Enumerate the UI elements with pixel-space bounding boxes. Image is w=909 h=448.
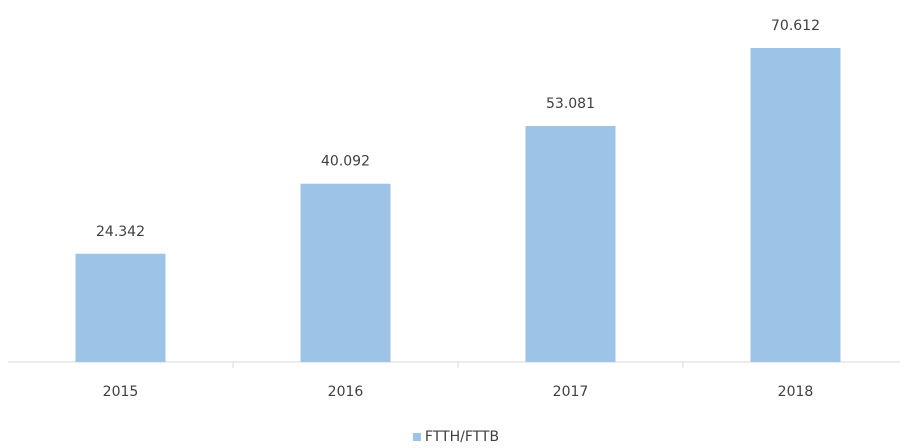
legend-swatch	[412, 433, 421, 441]
data-label: 53.081	[546, 96, 595, 112]
x-tick-label: 2017	[553, 384, 589, 400]
x-tick-label: 2018	[778, 384, 814, 400]
data-label: 40.092	[321, 154, 370, 170]
bar	[525, 125, 616, 362]
bar	[300, 183, 391, 362]
bar	[75, 253, 166, 362]
x-tick-label: 2016	[328, 384, 364, 400]
x-tick-label: 2015	[103, 384, 139, 400]
legend-label: FTTH/FTTB	[425, 429, 499, 445]
data-label: 70.612	[771, 18, 820, 34]
data-label: 24.342	[96, 224, 145, 240]
bar	[750, 48, 841, 362]
